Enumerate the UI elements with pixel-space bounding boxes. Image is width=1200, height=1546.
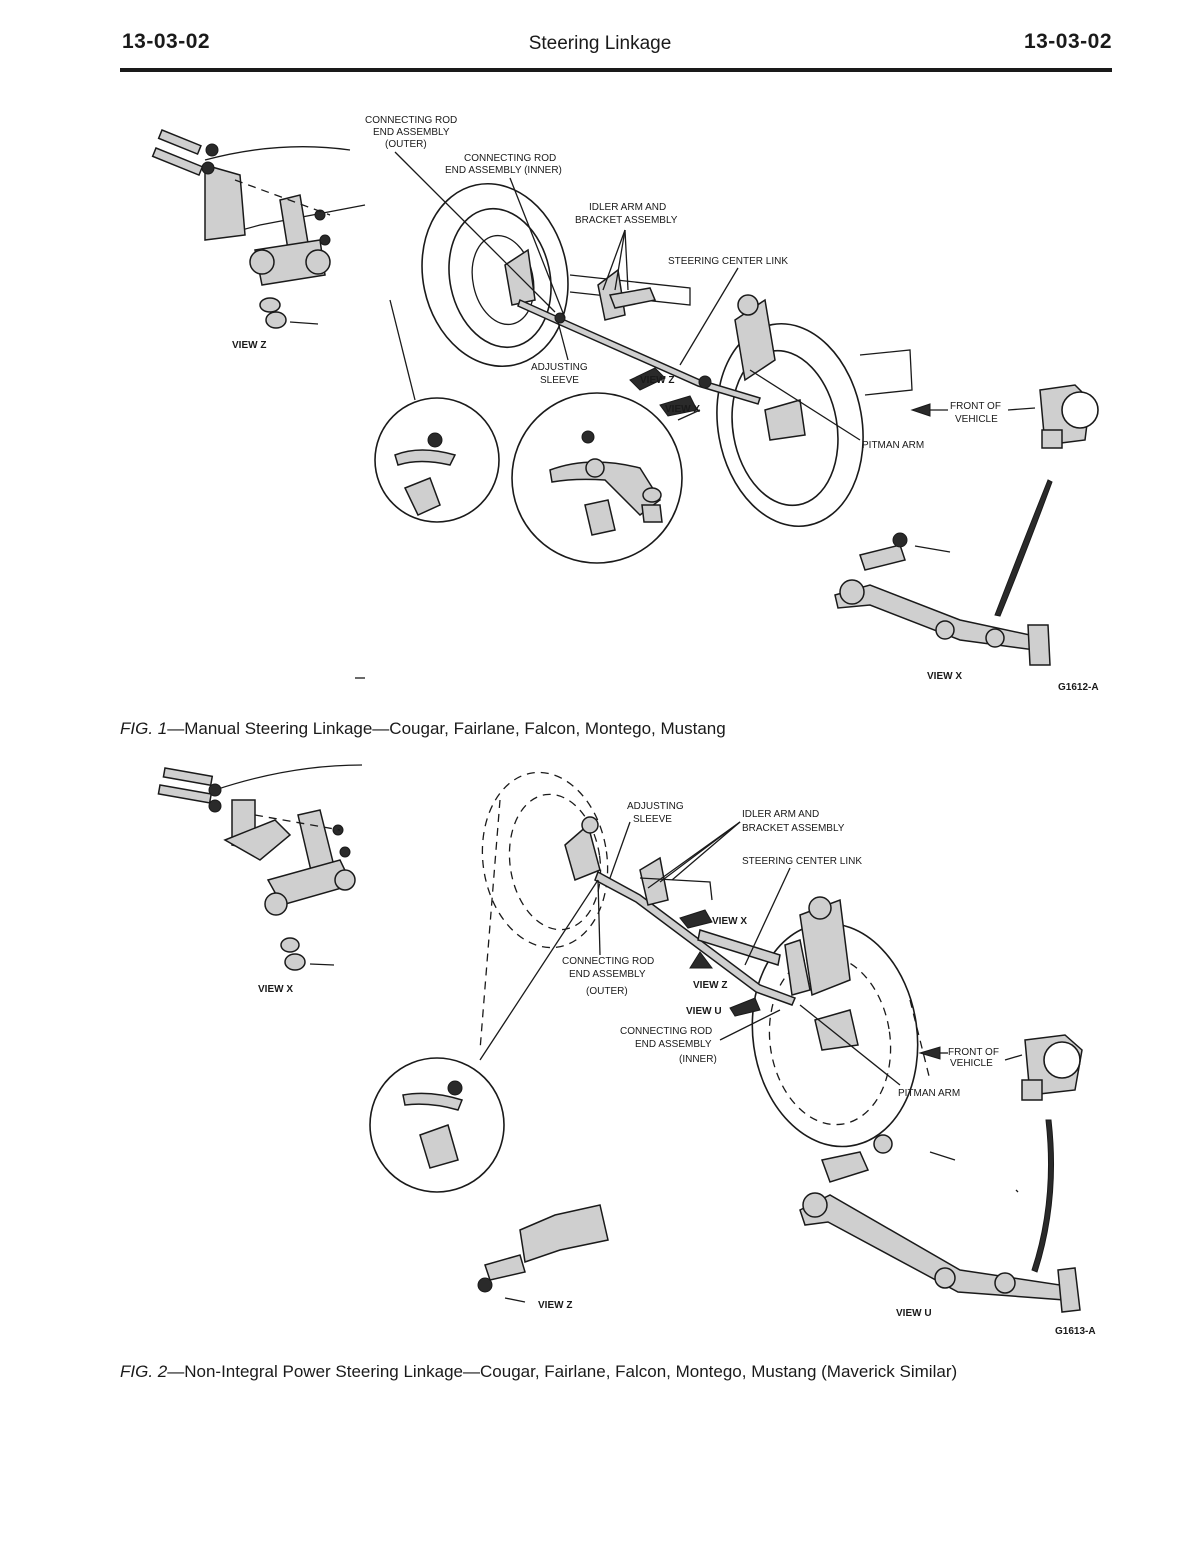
fig1-code: G1612-A [1058,682,1099,693]
fig1-detail-circle-left [374,299,500,523]
fig2-view-x-detail [157,764,363,971]
fig2-detail-circle [369,879,599,1193]
page-number-left: 13-03-02 [122,30,211,53]
fig2-label-view-z-arrow: VIEW Z [693,980,727,991]
figure-1: VIEW Z [0,0,1200,720]
view-z-detail [151,129,366,329]
fig2-label-pitman: PITMAN ARM [898,1088,960,1099]
fig2-label-idler-1: IDLER ARM AND [742,809,819,820]
fig2-label-conn-outer-3: (OUTER) [586,986,628,997]
fig2-label-view-u-arrow: VIEW U [686,1006,722,1017]
fig1-label-conn-outer-2: END ASSEMBLY [373,127,450,138]
fig2-label-view-u: VIEW U [896,1308,932,1319]
page-number-right: 13-03-02 [1023,30,1112,53]
fig1-view-x-detail [834,532,1051,666]
fig2-right-wheel [751,896,919,1148]
fig2-label-conn-inner-3: (INNER) [679,1054,717,1065]
fig2-label-conn-inner-2: END ASSEMBLY [635,1039,712,1050]
fig1-label-adjusting-2: SLEEVE [540,375,579,386]
fig1-label-center-link: STEERING CENTER LINK [668,256,788,267]
fig2-view-u-detail [799,1134,1081,1313]
fig1-label-front-1: FRONT OF [950,401,1001,412]
fig1-label-view-x: VIEW X [927,671,962,682]
fig2-label-conn-outer-2: END ASSEMBLY [569,969,646,980]
figure-1-caption: FIG. 1—Manual Steering Linkage—Cougar, F… [120,718,1110,740]
fig2-label-adjusting-1: ADJUSTING [627,801,684,812]
fig1-label-conn-outer-3: (OUTER) [385,139,427,150]
fig2-code: G1613-A [1055,1326,1096,1337]
figure-1-illustration: VIEW Z [151,115,1099,693]
fig1-right-wheel [716,294,864,528]
fig1-label-conn-outer-1: CONNECTING ROD [365,115,457,126]
page-title: Steering Linkage [528,33,672,54]
figure-2-caption: FIG. 2—Non-Integral Power Steering Linka… [120,1361,1110,1383]
fig1-left-wheel [421,182,569,368]
fig1-caption-text: —Manual Steering Linkage—Cougar, Fairlan… [167,719,726,738]
fig2-pitman-detail [1021,1034,1083,1101]
header-rule [120,68,1112,72]
fig2-label-front-1: FRONT OF [948,1047,999,1058]
fig1-label-idler-2: BRACKET ASSEMBLY [575,215,678,226]
fig2-label-conn-inner-1: CONNECTING ROD [620,1026,712,1037]
fig2-label-center-link: STEERING CENTER LINK [742,856,862,867]
fig1-caption-prefix: FIG. 1 [120,719,168,738]
fig1-label-front-2: VEHICLE [955,414,998,425]
fig2-view-z-detail [477,1204,609,1303]
fig1-label-view-x-arrow: VIEW X [665,404,700,415]
fig1-label-idler-1: IDLER ARM AND [589,202,666,213]
fig1-detail-circle-right [511,392,701,564]
fig1-label-adjusting-1: ADJUSTING [531,362,588,373]
fig2-view-x-label: VIEW X [258,984,293,995]
fig2-left-wheel [481,771,609,949]
fig2-caption-text: —Non-Integral Power Steering Linkage—Cou… [167,1362,958,1381]
fig2-caption-prefix: FIG. 2 [120,1362,168,1381]
fig2-label-front-2: VEHICLE [950,1058,993,1069]
fig2-label-adjusting-2: SLEEVE [633,814,672,825]
fig2-label-view-x-arrow: VIEW X [712,916,747,927]
fig2-label-idler-2: BRACKET ASSEMBLY [742,823,845,834]
fig1-label-view-z-arrow: VIEW Z [640,375,674,386]
fig1-label-conn-inner-2: END ASSEMBLY (INNER) [445,165,562,176]
fig2-label-conn-outer-1: CONNECTING ROD [562,956,654,967]
fig2-label-view-z: VIEW Z [538,1300,572,1311]
fig1-label-conn-inner-1: CONNECTING ROD [464,153,556,164]
fig1-label-pitman: PITMAN ARM [862,440,924,451]
fig1-view-z-label: VIEW Z [232,340,266,351]
fig1-pitman-detail [1039,384,1099,449]
